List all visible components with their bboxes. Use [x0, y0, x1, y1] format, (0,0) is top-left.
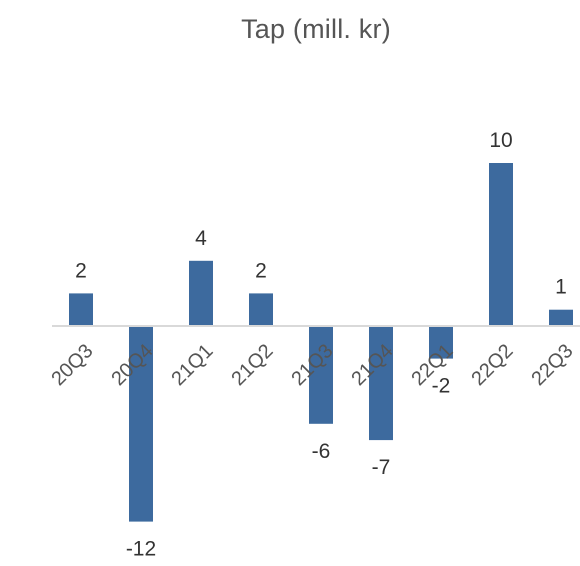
chart-title: Tap (mill. kr) [241, 14, 391, 44]
data-label-22Q3: 1 [555, 276, 567, 299]
tick-label-22Q3: 22Q3 [527, 340, 577, 390]
data-label-22Q2: 10 [489, 129, 512, 152]
bar-22Q2 [489, 163, 513, 326]
tick-label-22Q2: 22Q2 [467, 340, 517, 390]
tick-label-21Q1: 21Q1 [167, 340, 217, 390]
data-label-21Q2: 2 [255, 259, 267, 282]
bar-20Q3 [69, 293, 93, 326]
bar-21Q3 [309, 326, 333, 424]
bar-21Q1 [189, 260, 213, 326]
data-label-20Q4: -12 [126, 538, 156, 561]
bar-21Q2 [249, 293, 273, 326]
data-label-22Q1: -2 [432, 375, 451, 398]
data-label-20Q3: 2 [75, 259, 87, 282]
bar-21Q4 [369, 326, 393, 441]
bar-22Q1 [429, 326, 453, 359]
data-label-21Q3: -6 [312, 440, 331, 463]
tick-label-20Q3: 20Q3 [47, 340, 97, 390]
tick-label-21Q2: 21Q2 [227, 340, 277, 390]
data-label-21Q4: -7 [372, 456, 391, 479]
bar-20Q4 [129, 326, 153, 522]
bar-22Q3 [549, 309, 573, 326]
data-label-21Q1: 4 [195, 227, 207, 250]
